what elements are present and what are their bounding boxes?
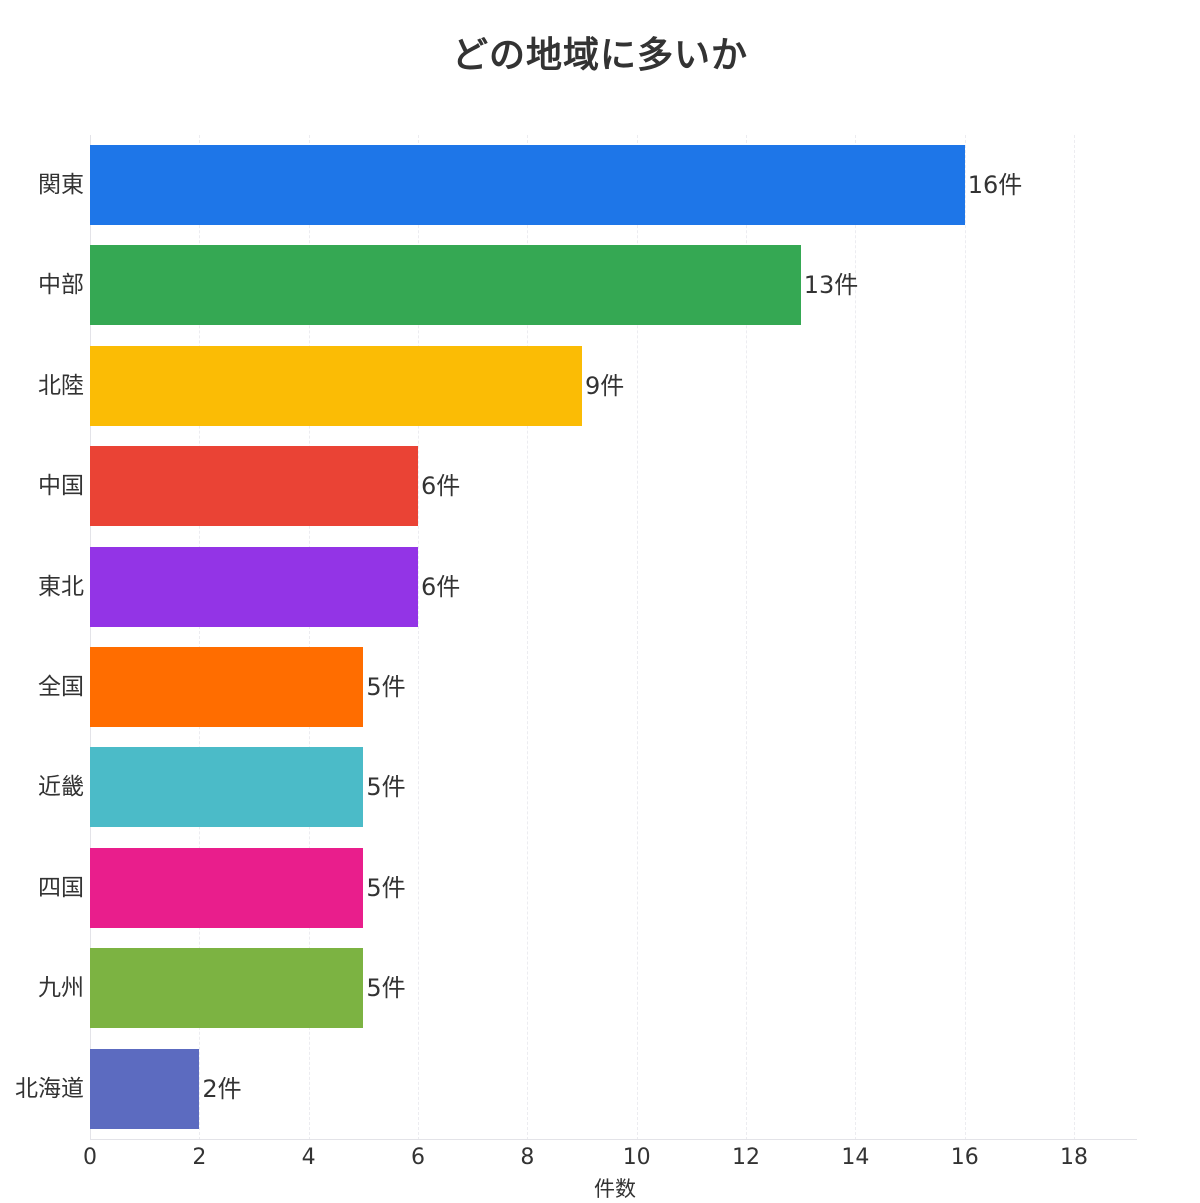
gridline xyxy=(199,135,201,1140)
bar xyxy=(90,145,965,225)
gridline xyxy=(418,135,420,1140)
y-axis-line xyxy=(90,135,91,1140)
plot-area: 16件 13件 9件 6件 6件 5件 5件 5件 5件 2件 xyxy=(90,135,1137,1140)
gridline xyxy=(855,135,857,1140)
gridline xyxy=(308,135,310,1140)
category-label: 九州 xyxy=(38,975,84,1002)
bar-value-label: 5件 xyxy=(366,974,406,1003)
bar-value-label: 13件 xyxy=(803,271,859,300)
category-label: 東北 xyxy=(38,573,84,600)
x-tick-label: 10 xyxy=(622,1145,651,1170)
bar-value-label: 6件 xyxy=(421,472,461,501)
category-label: 北陸 xyxy=(38,372,84,399)
bar-value-label: 6件 xyxy=(421,572,461,601)
category-label: 四国 xyxy=(38,874,84,901)
x-tick-label: 16 xyxy=(950,1145,979,1170)
gridline xyxy=(746,135,748,1140)
bar xyxy=(90,446,419,527)
category-label: 近畿 xyxy=(38,774,84,801)
x-tick-label: 6 xyxy=(411,1145,426,1170)
x-tick-label: 2 xyxy=(192,1145,207,1170)
category-label: 北海道 xyxy=(15,1075,84,1102)
x-tick-label: 12 xyxy=(732,1145,761,1170)
x-tick-label: 4 xyxy=(301,1145,316,1170)
gridline xyxy=(1074,135,1076,1140)
bar xyxy=(90,546,419,627)
gridline xyxy=(636,135,638,1140)
x-tick-label: 18 xyxy=(1060,1145,1089,1170)
bar xyxy=(90,847,364,928)
bar xyxy=(90,245,801,326)
gridline xyxy=(527,135,529,1140)
chart-title: どの地域に多いか xyxy=(451,35,748,76)
x-axis-line xyxy=(90,1139,1137,1140)
bar xyxy=(90,1048,200,1129)
x-tick-label: 14 xyxy=(841,1145,870,1170)
x-tick-label: 8 xyxy=(520,1145,535,1170)
bar xyxy=(90,747,364,828)
x-axis-label: 件数 xyxy=(594,1177,636,1201)
bar xyxy=(90,345,583,426)
category-label: 全国 xyxy=(38,674,84,700)
bar-value-label: 16件 xyxy=(967,171,1023,199)
bar-value-label: 9件 xyxy=(585,371,625,400)
x-tick-label: 0 xyxy=(83,1145,97,1170)
category-label: 中部 xyxy=(38,272,84,299)
bar xyxy=(90,647,364,727)
category-label: 中国 xyxy=(38,473,84,500)
bar-value-label: 5件 xyxy=(366,673,406,701)
category-label: 関東 xyxy=(38,172,84,198)
bar-value-label: 5件 xyxy=(366,773,406,802)
gridline xyxy=(964,135,966,1140)
bar-value-label: 5件 xyxy=(366,873,406,902)
bar xyxy=(90,948,364,1029)
bar-value-label: 2件 xyxy=(202,1074,242,1103)
